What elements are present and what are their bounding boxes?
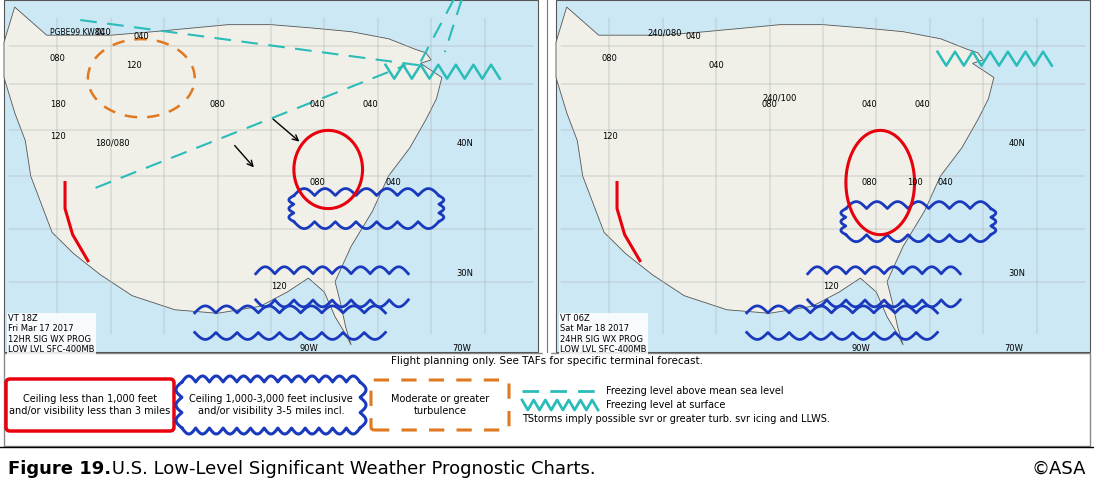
Text: 080: 080 [861, 178, 877, 187]
Text: 040: 040 [310, 100, 325, 109]
Text: 040: 040 [938, 178, 953, 187]
Text: 040: 040 [95, 28, 112, 37]
Text: 080: 080 [49, 54, 66, 63]
Text: 120W: 120W [620, 343, 644, 352]
Bar [556, 0, 1090, 352]
Text: 040: 040 [362, 100, 379, 109]
Text: VT 18Z
Fri Mar 17 2017
12HR SIG WX PROG
LOW LVL SFC-400MB: VT 18Z Fri Mar 17 2017 12HR SIG WX PROG … [8, 314, 94, 354]
Text: Ceiling less than 1,000 feet
and/or visibility less than 3 miles: Ceiling less than 1,000 feet and/or visi… [10, 394, 171, 416]
Text: Freezing level above mean sea level: Freezing level above mean sea level [606, 386, 783, 396]
Text: 120: 120 [126, 61, 142, 70]
Text: TStorms imply possible svr or greater turb. svr icing and LLWS.: TStorms imply possible svr or greater tu… [522, 414, 830, 424]
Text: 240/100: 240/100 [763, 93, 796, 102]
Text: Ceiling 1,000-3,000 feet inclusive
and/or visibility 3-5 miles incl.: Ceiling 1,000-3,000 feet inclusive and/o… [189, 394, 353, 416]
Text: ©ASA: ©ASA [1032, 460, 1086, 478]
Text: 30N: 30N [1009, 269, 1025, 278]
Text: U.S. Low-Level Significant Weather Prognostic Charts.: U.S. Low-Level Significant Weather Progn… [106, 460, 595, 478]
Text: 240/080: 240/080 [648, 28, 682, 37]
Text: 120: 120 [49, 132, 66, 141]
Text: 90W: 90W [300, 343, 318, 352]
Bar [4, 0, 538, 352]
Text: 90W: 90W [852, 343, 871, 352]
Text: 080: 080 [210, 100, 225, 109]
Text: 70W: 70W [1004, 343, 1023, 352]
Text: Moderate or greater
turbulence: Moderate or greater turbulence [391, 394, 489, 416]
Text: 40N: 40N [456, 139, 474, 148]
Text: 120: 120 [271, 282, 287, 291]
Text: 040: 040 [385, 178, 401, 187]
Text: 040: 040 [915, 100, 930, 109]
Text: 040: 040 [861, 100, 877, 109]
Text: VT 06Z
Sat Mar 18 2017
24HR SIG WX PROG
LOW LVL SFC-400MB: VT 06Z Sat Mar 18 2017 24HR SIG WX PROG … [560, 314, 647, 354]
Text: Freezing level at surface: Freezing level at surface [606, 400, 725, 410]
Text: 180/080: 180/080 [95, 139, 130, 148]
Text: 100: 100 [907, 178, 922, 187]
Text: 120: 120 [602, 132, 617, 141]
Text: 70W: 70W [452, 343, 472, 352]
Text: 30N: 30N [456, 269, 474, 278]
Text: 040: 040 [686, 32, 701, 41]
Text: 40N: 40N [1009, 139, 1025, 148]
Text: 180: 180 [49, 100, 66, 109]
Text: Flight planning only. See TAFs for specific terminal forecast.: Flight planning only. See TAFs for speci… [391, 356, 703, 366]
Text: 040: 040 [133, 32, 150, 41]
FancyBboxPatch shape [371, 380, 509, 430]
Text: 120W: 120W [68, 343, 92, 352]
Text: 080: 080 [310, 178, 325, 187]
FancyBboxPatch shape [5, 379, 174, 431]
Text: 080: 080 [602, 54, 618, 63]
Text: Figure 19.: Figure 19. [8, 460, 112, 478]
Polygon shape [556, 7, 993, 345]
Bar [4, 353, 1090, 446]
Text: 040: 040 [709, 61, 724, 70]
Polygon shape [4, 7, 442, 345]
Text: 120: 120 [823, 282, 839, 291]
Text: PGBE99 KW8C: PGBE99 KW8C [49, 28, 105, 37]
Text: 080: 080 [763, 100, 778, 109]
